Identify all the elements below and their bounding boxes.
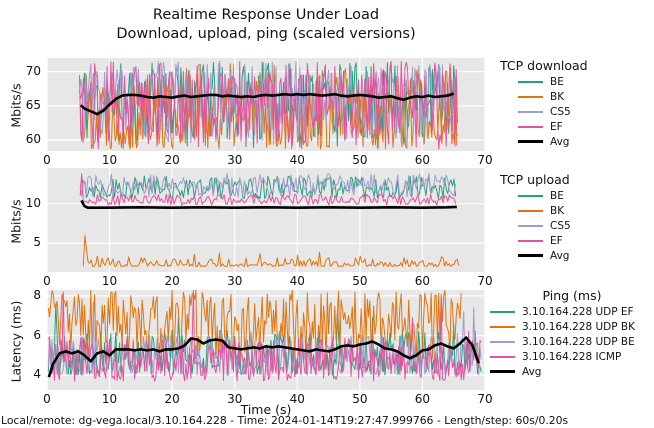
- legend-item-label: CS5: [550, 219, 571, 232]
- x-tick-label: 60: [414, 392, 431, 406]
- legend-item-label: 3.10.164.228 UDP BK: [522, 320, 636, 333]
- legend-item: BE: [518, 75, 652, 88]
- legend-item-label: EF: [550, 234, 563, 247]
- y-tick-label: 4: [33, 367, 41, 382]
- legend-item-label: EF: [550, 120, 563, 133]
- legend-line-swatch: [518, 95, 543, 98]
- legend-item-label: 3.10.164.228 UDP EF: [522, 305, 634, 318]
- x-tick-label: 30: [227, 153, 243, 167]
- legend-ping: Ping (ms) 3.10.164.228 UDP EF 3.10.164.22…: [490, 288, 654, 378]
- legend-item: Avg: [490, 365, 654, 378]
- legend-item: BE: [518, 189, 652, 202]
- x-axis-label: Time (s): [240, 402, 292, 417]
- legend-item: CS5: [518, 219, 652, 232]
- legend-item: Avg: [518, 135, 652, 148]
- legend-line-swatch: [518, 80, 543, 83]
- x-tick-label: 20: [164, 392, 180, 406]
- y-tick-label: 8: [33, 287, 41, 302]
- legend-tcp-upload: TCP upload BE BK CS5 EF Avg: [494, 172, 652, 262]
- x-tick-label: 0: [43, 392, 51, 406]
- legend-line-swatch: [518, 239, 543, 242]
- x-tick-label: 30: [227, 392, 243, 406]
- legend-line-swatch: [518, 140, 543, 143]
- legend-item: Avg: [518, 249, 652, 262]
- chart-title-line2: Download, upload, ping (scaled versions): [116, 26, 416, 42]
- x-tick-label: 30: [227, 274, 243, 288]
- x-tick-label: 10: [101, 153, 118, 167]
- legend-line-swatch: [490, 355, 515, 358]
- legend-item: CS5: [518, 105, 652, 118]
- x-tick-label: 0: [43, 274, 51, 288]
- legend-item-label: BK: [550, 90, 565, 103]
- legend-title-tcp-download: TCP download: [500, 58, 588, 73]
- y-tick-label: 65: [25, 97, 41, 112]
- legend-item: 3.10.164.228 UDP EF: [490, 305, 654, 318]
- x-tick-label: 10: [101, 274, 118, 288]
- x-tick-label: 70: [477, 274, 493, 288]
- legend-line-swatch: [490, 370, 515, 373]
- chart-title: Realtime Response Under Load Download, u…: [0, 6, 532, 44]
- tcp-download-plot: [47, 58, 485, 151]
- legend-item: 3.10.164.228 ICMP: [490, 350, 654, 363]
- x-tick-label: 70: [477, 392, 493, 406]
- legend-item: BK: [518, 204, 652, 217]
- tcp-upload-plot: [47, 168, 485, 272]
- legend-item-label: Avg: [522, 365, 542, 378]
- legend-item-label: Avg: [550, 135, 570, 148]
- legend-line-swatch: [518, 254, 543, 257]
- legend-item: 3.10.164.228 UDP BE: [490, 335, 654, 348]
- legend-item: BK: [518, 90, 652, 103]
- legend-line-swatch: [518, 110, 543, 113]
- legend-line-swatch: [490, 310, 515, 313]
- legend-item-label: Avg: [550, 249, 570, 262]
- y-tick-label: 5: [33, 235, 41, 250]
- tcp-upload-plot-svg: [47, 168, 485, 272]
- legend-items-tcp-download: BE BK CS5 EF Avg: [494, 75, 652, 148]
- legend-line-swatch: [490, 340, 515, 343]
- legend-items-tcp-upload: BE BK CS5 EF Avg: [494, 189, 652, 262]
- x-tick-label: 40: [289, 274, 305, 288]
- legend-line-swatch: [518, 194, 543, 197]
- status-footer: Local/remote: dg-vega.local/3.10.164.228…: [1, 414, 569, 427]
- y-tick-label: 10: [25, 195, 41, 210]
- legend-line-swatch: [490, 325, 515, 328]
- legend-item-label: BE: [550, 189, 564, 202]
- legend-items-ping: 3.10.164.228 UDP EF 3.10.164.228 UDP BK 3.…: [490, 305, 654, 378]
- x-tick-label: 50: [352, 392, 368, 406]
- legend-item-label: 3.10.164.228 UDP BE: [522, 335, 635, 348]
- tcp-download-plot-svg: [47, 58, 485, 151]
- ping-plot: [47, 290, 485, 390]
- y-tick-label: 70: [25, 63, 41, 78]
- x-tick-label: 10: [101, 392, 118, 406]
- y-tick-label: 6: [33, 327, 41, 342]
- legend-title-tcp-upload: TCP upload: [500, 172, 570, 187]
- x-tick-label: 50: [352, 274, 368, 288]
- x-tick-label: 60: [414, 274, 431, 288]
- x-tick-label: 20: [164, 153, 180, 167]
- x-tick-label: 40: [289, 392, 305, 406]
- x-tick-label: 40: [289, 153, 305, 167]
- legend-tcp-download: TCP download BE BK CS5 EF Avg: [494, 58, 652, 148]
- legend-line-swatch: [518, 125, 543, 128]
- legend-item-label: BK: [550, 204, 565, 217]
- legend-item: EF: [518, 120, 652, 133]
- legend-item: EF: [518, 234, 652, 247]
- y-tick-label: 60: [25, 132, 41, 147]
- x-tick-label: 0: [43, 153, 51, 167]
- legend-item-label: 3.10.164.228 ICMP: [522, 350, 622, 363]
- ping-plot-svg: [47, 290, 485, 390]
- x-tick-label: 20: [164, 274, 180, 288]
- legend-line-swatch: [518, 209, 543, 212]
- chart-title-line1: Realtime Response Under Load: [152, 7, 380, 23]
- x-tick-label: 60: [414, 153, 431, 167]
- x-tick-label: 50: [352, 153, 368, 167]
- legend-line-swatch: [518, 224, 543, 227]
- x-tick-label: 70: [477, 153, 493, 167]
- legend-item-label: BE: [550, 75, 564, 88]
- legend-title-ping: Ping (ms): [542, 288, 602, 303]
- legend-item: 3.10.164.228 UDP BK: [490, 320, 654, 333]
- legend-item-label: CS5: [550, 105, 571, 118]
